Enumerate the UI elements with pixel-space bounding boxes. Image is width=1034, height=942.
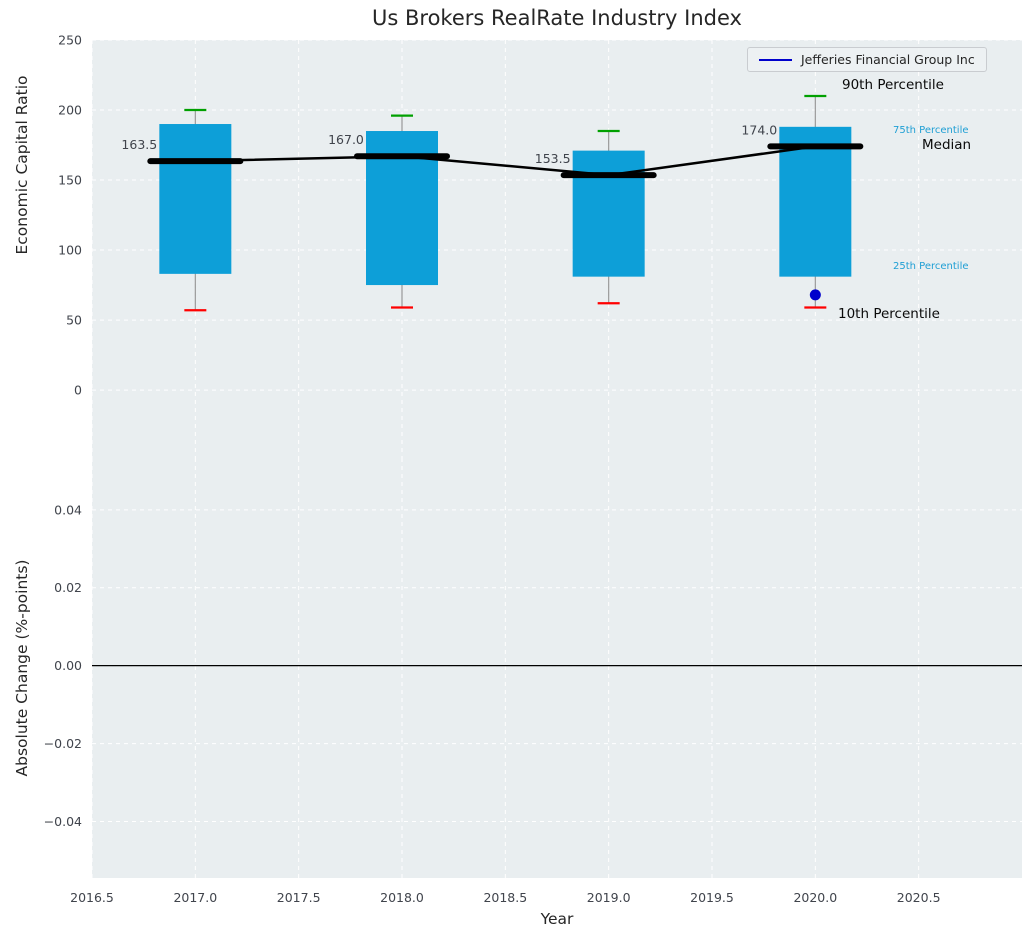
top-y-tick-label: 0 bbox=[74, 383, 82, 398]
median-connector-line bbox=[195, 145, 816, 177]
median-value-annotation: 174.0 bbox=[741, 122, 777, 137]
annotation-75th-percentile: 75th Percentile bbox=[893, 125, 969, 136]
x-tick-label: 2016.5 bbox=[70, 890, 114, 905]
top-y-tick-label: 200 bbox=[58, 103, 82, 118]
iqr-box bbox=[159, 124, 232, 274]
annotation-10th-percentile: 10th Percentile bbox=[838, 306, 940, 322]
bottom-y-tick-label: 0.02 bbox=[54, 580, 82, 595]
legend-line-sample bbox=[759, 58, 792, 61]
x-tick-label: 2018.0 bbox=[380, 890, 424, 905]
x-tick-label: 2020.5 bbox=[897, 890, 941, 905]
x-tick-label: 2020.0 bbox=[793, 890, 837, 905]
x-tick-label: 2019.0 bbox=[587, 890, 631, 905]
legend: Jefferies Financial Group Inc bbox=[747, 47, 987, 72]
top-y-tick-label: 50 bbox=[66, 313, 82, 328]
top-y-tick-label: 150 bbox=[58, 173, 82, 188]
top-panel-bg bbox=[92, 40, 1022, 458]
annotation-25th-percentile: 25th Percentile bbox=[893, 261, 969, 272]
bottom-y-tick-label: 0.00 bbox=[54, 658, 82, 673]
x-tick-label: 2018.5 bbox=[483, 890, 527, 905]
x-tick-label: 2017.0 bbox=[173, 890, 217, 905]
top-y-tick-label: 250 bbox=[58, 33, 82, 48]
x-tick-label: 2017.5 bbox=[277, 890, 321, 905]
x-axis-label: Year bbox=[540, 910, 574, 928]
bottom-y-tick-label: 0.04 bbox=[54, 502, 82, 517]
median-value-annotation: 163.5 bbox=[121, 137, 157, 152]
iqr-box bbox=[572, 150, 645, 277]
bottom-panel-bg bbox=[92, 458, 1022, 878]
chart-title: Us Brokers RealRate Industry Index bbox=[372, 6, 742, 30]
bottom-y-tick-label: −0.04 bbox=[44, 814, 82, 829]
legend-label: Jefferies Financial Group Inc bbox=[801, 52, 975, 67]
top-y-axis-label: Economic Capital Ratio bbox=[13, 75, 31, 255]
median-value-annotation: 167.0 bbox=[328, 132, 364, 147]
median-value-annotation: 153.5 bbox=[535, 151, 571, 166]
annotation-90th-percentile: 90th Percentile bbox=[842, 77, 944, 93]
bottom-y-axis-label: Absolute Change (%-points) bbox=[13, 559, 31, 777]
bottom-y-tick-label: −0.02 bbox=[44, 736, 82, 751]
company-point bbox=[809, 289, 821, 301]
top-y-tick-label: 100 bbox=[58, 243, 82, 258]
annotation-median: Median bbox=[922, 137, 972, 153]
iqr-box bbox=[779, 126, 852, 277]
x-tick-label: 2019.5 bbox=[690, 890, 734, 905]
